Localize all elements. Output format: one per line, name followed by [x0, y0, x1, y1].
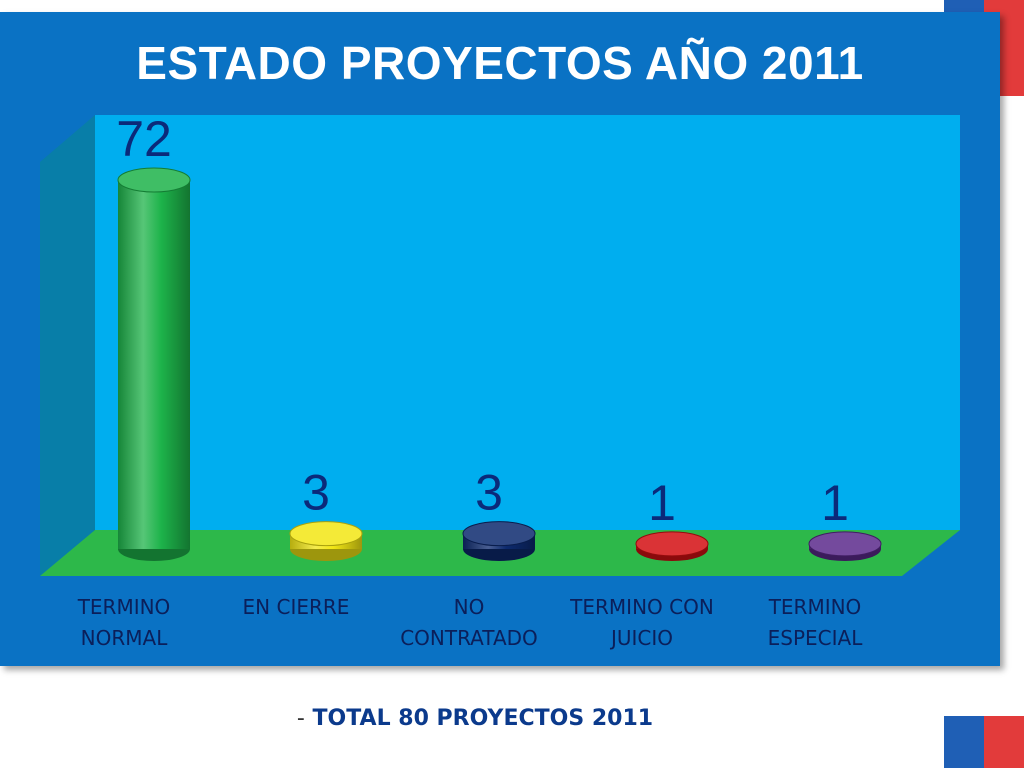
bar-top	[117, 167, 191, 193]
category-label: TERMINO CON JUICIO	[570, 595, 714, 650]
back-wall	[95, 115, 960, 530]
footnote-dash: -	[296, 706, 305, 731]
chart-plot: 72 3 3 1 1	[40, 111, 960, 576]
category-label: TERMINO NORMAL	[77, 595, 171, 650]
category-label: TERMINO ESPECIAL	[767, 595, 863, 650]
corner-flag-bottom	[944, 716, 1024, 768]
bar-top	[635, 531, 709, 557]
category-label: EN CIERRE	[242, 595, 350, 619]
bar-top	[808, 531, 882, 557]
bar	[118, 180, 190, 549]
chart-title: ESTADO PROYECTOS AÑO 2011	[136, 37, 864, 89]
category-label: NO CONTRATADO	[400, 595, 538, 650]
footnote-text: TOTAL 80 PROYECTOS 2011	[312, 706, 654, 731]
data-label: 1	[648, 475, 676, 531]
chart-panel: ESTADO PROYECTOS AÑO 2011 72 3 3 1 1 TERMINO…	[0, 12, 1000, 666]
bar-top	[289, 521, 363, 547]
data-label: 1	[821, 475, 849, 531]
data-label: 3	[475, 465, 503, 521]
data-label: 3	[302, 465, 330, 521]
bar-top	[462, 521, 536, 547]
side-wall	[40, 115, 95, 576]
footnote: - TOTAL 80 PROYECTOS 2011	[0, 706, 950, 731]
data-label: 72	[116, 111, 172, 167]
